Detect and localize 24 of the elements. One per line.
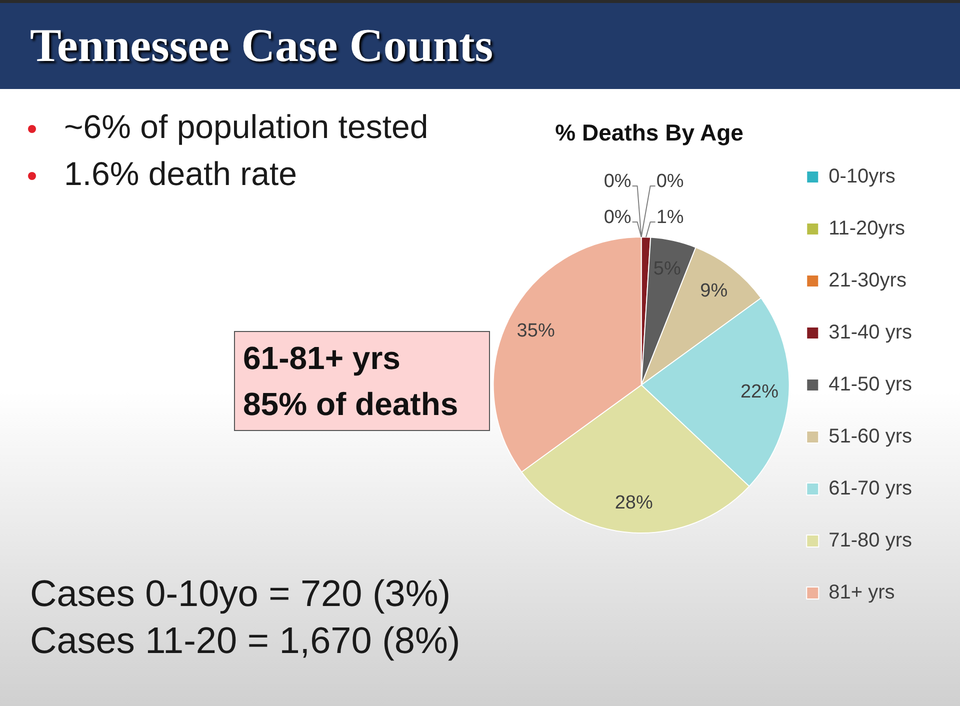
text: Cases 11-20 = 1,670 (8%) (30, 619, 460, 663)
text: Cases 0-10yo = 720 (3%) (30, 572, 451, 616)
legend-label: 81+ yrs (828, 582, 895, 604)
legend-label: 0-10yrs (828, 166, 896, 188)
legend-label: 71-80 yrs (828, 530, 912, 552)
text: 0% (604, 171, 632, 192)
legend-label: 51-60 yrs (828, 426, 912, 448)
text: 1.6% death rate (64, 155, 297, 193)
legend-label: 11-20yrs (828, 218, 905, 240)
legend-label: 31-40 yrs (828, 322, 912, 344)
text: 0% (656, 171, 684, 192)
data-label: 28% (614, 492, 653, 514)
data-label: 9% (700, 280, 728, 302)
data-label: 1% (656, 207, 684, 228)
legend-label: 41-50 yrs (828, 374, 912, 396)
legend-label: 21-30yrs (828, 270, 906, 292)
text: 61-81+ yrs 85% of deaths (234, 331, 490, 431)
legend-label: 61-70 yrs (828, 478, 912, 500)
data-label: 22% (740, 382, 779, 403)
text: ~6% of population tested (64, 108, 428, 146)
data-label: 35% (516, 320, 555, 342)
text: 0% (604, 207, 632, 228)
chart-subtitle: % Deaths By Age (555, 119, 744, 146)
chart-title: Tennessee Case Counts (30, 19, 494, 73)
